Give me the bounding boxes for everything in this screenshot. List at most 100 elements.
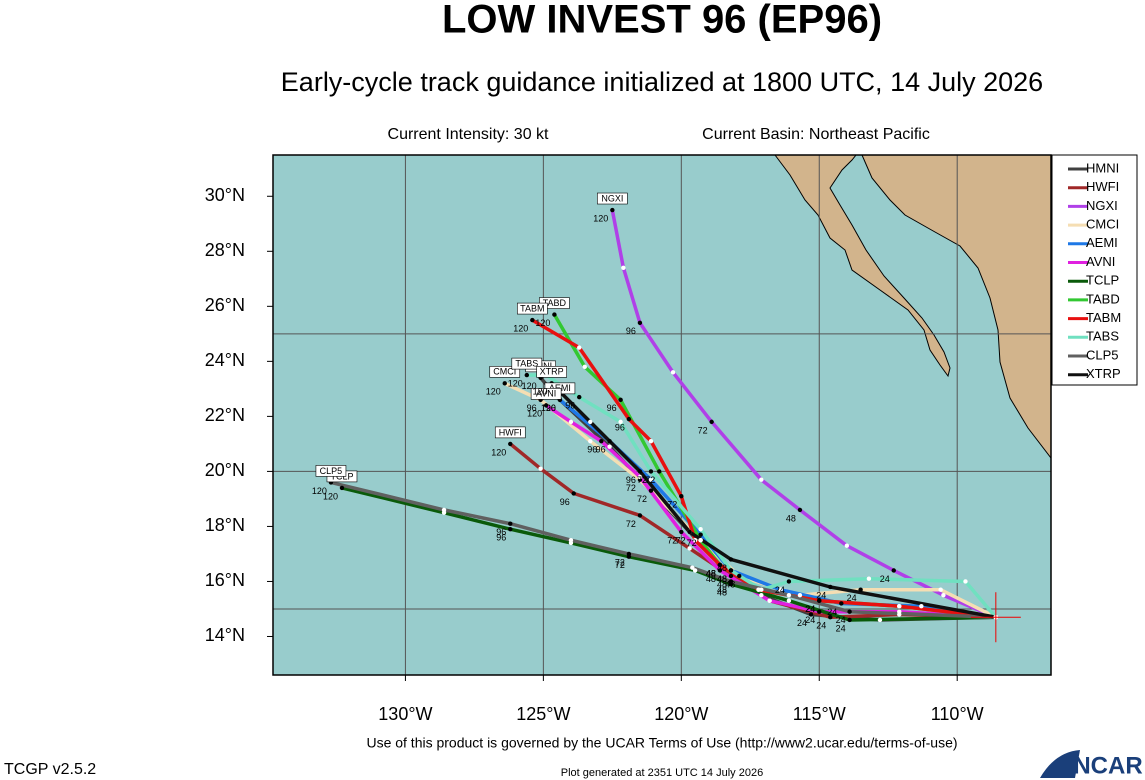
hour-label: 24 [805,604,815,614]
hour-label: 120 [491,447,506,457]
hour-label: 120 [535,318,550,328]
track-point [717,568,723,573]
track-point [709,419,714,425]
track-name: HWFI [499,427,522,437]
hour-label: 48 [725,579,735,589]
legend-label: TABS [1086,329,1119,344]
track-point [610,207,615,213]
logo-swoosh [1040,750,1080,778]
track-name: CLP5 [320,466,343,476]
legend-label: HWFI [1086,179,1119,194]
track-name-box [489,366,521,378]
hour-label: 72 [626,483,636,493]
legend-label: NGXI [1086,198,1118,213]
track-point [759,587,764,592]
track-point [687,546,692,551]
track-point [577,394,582,400]
track-point [698,537,703,543]
track-line [330,480,996,619]
track-point [897,609,902,614]
track-point [797,593,803,598]
track-point [698,532,703,537]
track-point [599,438,604,444]
hour-label: 120 [508,378,523,388]
x-tick-label: 125°W [516,704,570,724]
hour-label: 24 [836,615,846,625]
track-point [717,562,723,568]
y-tick-label: 18°N [205,515,245,535]
track-point [690,565,695,570]
version-text: TCGP v2.5.2 [4,761,96,778]
y-tick-label: 30°N [205,185,245,205]
hour-label: 24 [827,607,837,617]
legend-box [1051,154,1138,386]
track-point [621,265,626,271]
track-point [339,485,345,491]
track-point [919,604,924,609]
track-point [728,568,734,573]
track-point [538,466,543,471]
track-name: TABD [543,298,567,308]
track-point [618,397,623,403]
hour-label: 72 [637,494,647,504]
track-point [963,579,968,584]
track-name: TABM [520,303,544,313]
track-point [698,526,703,532]
hour-label: 48 [717,563,727,573]
hour-label: 120 [312,486,327,496]
hour-label: 96 [546,403,556,413]
track-point [524,372,530,378]
track-point [897,604,902,609]
track-point [552,312,557,317]
track-point [858,587,863,592]
track-name-box [315,465,347,477]
track-point [728,579,734,584]
track-point [582,364,587,370]
hour-label: 120 [486,387,501,397]
hour-label: 72 [615,560,625,570]
track-point [759,593,764,598]
y-tick-label: 26°N [205,295,245,315]
hour-label: 72 [615,557,625,567]
track-name: XTRP [540,367,564,377]
track-point [588,438,593,444]
track-point [728,557,734,562]
hour-label: 96 [565,400,575,410]
track-point [847,609,852,614]
track-point [530,317,535,323]
hour-label: 48 [717,574,727,584]
track-point [692,537,698,543]
track-point [607,438,612,444]
hour-label: 24 [805,604,815,614]
intensity-label: Current Intensity: 30 kt [388,126,550,143]
track-point [571,491,576,496]
hour-label: 48 [706,568,716,578]
legend-label: AEMI [1086,235,1118,250]
hour-label: 48 [706,574,716,584]
track-point [508,441,513,447]
hour-label: 96 [626,326,636,336]
track-name: CMCI [493,367,516,377]
legend: HMNI HWFI NGXI CMCI AEMI AVNI TCLP TABD TABM TABS… [1051,154,1138,386]
track-point [637,469,643,474]
track-point [657,469,662,474]
track-point [692,568,698,573]
track-point [568,537,574,543]
tracks: 24487296120HMNI24487296120HWFI2448729612… [312,192,1021,643]
legend-label: TABM [1086,310,1121,325]
legend-label: XTRP [1086,366,1121,381]
track-point [808,612,814,617]
hour-label: 24 [880,574,890,584]
track-point [637,513,643,518]
track-point [687,529,692,535]
hour-label: 24 [816,590,826,600]
track-point [844,543,850,548]
track-point [543,403,549,408]
track-point [759,477,764,482]
track-name-box [511,357,543,370]
track-point [786,579,792,584]
track-name-box [494,426,526,439]
hour-label: 48 [717,588,727,598]
y-tick-label: 14°N [205,625,245,645]
